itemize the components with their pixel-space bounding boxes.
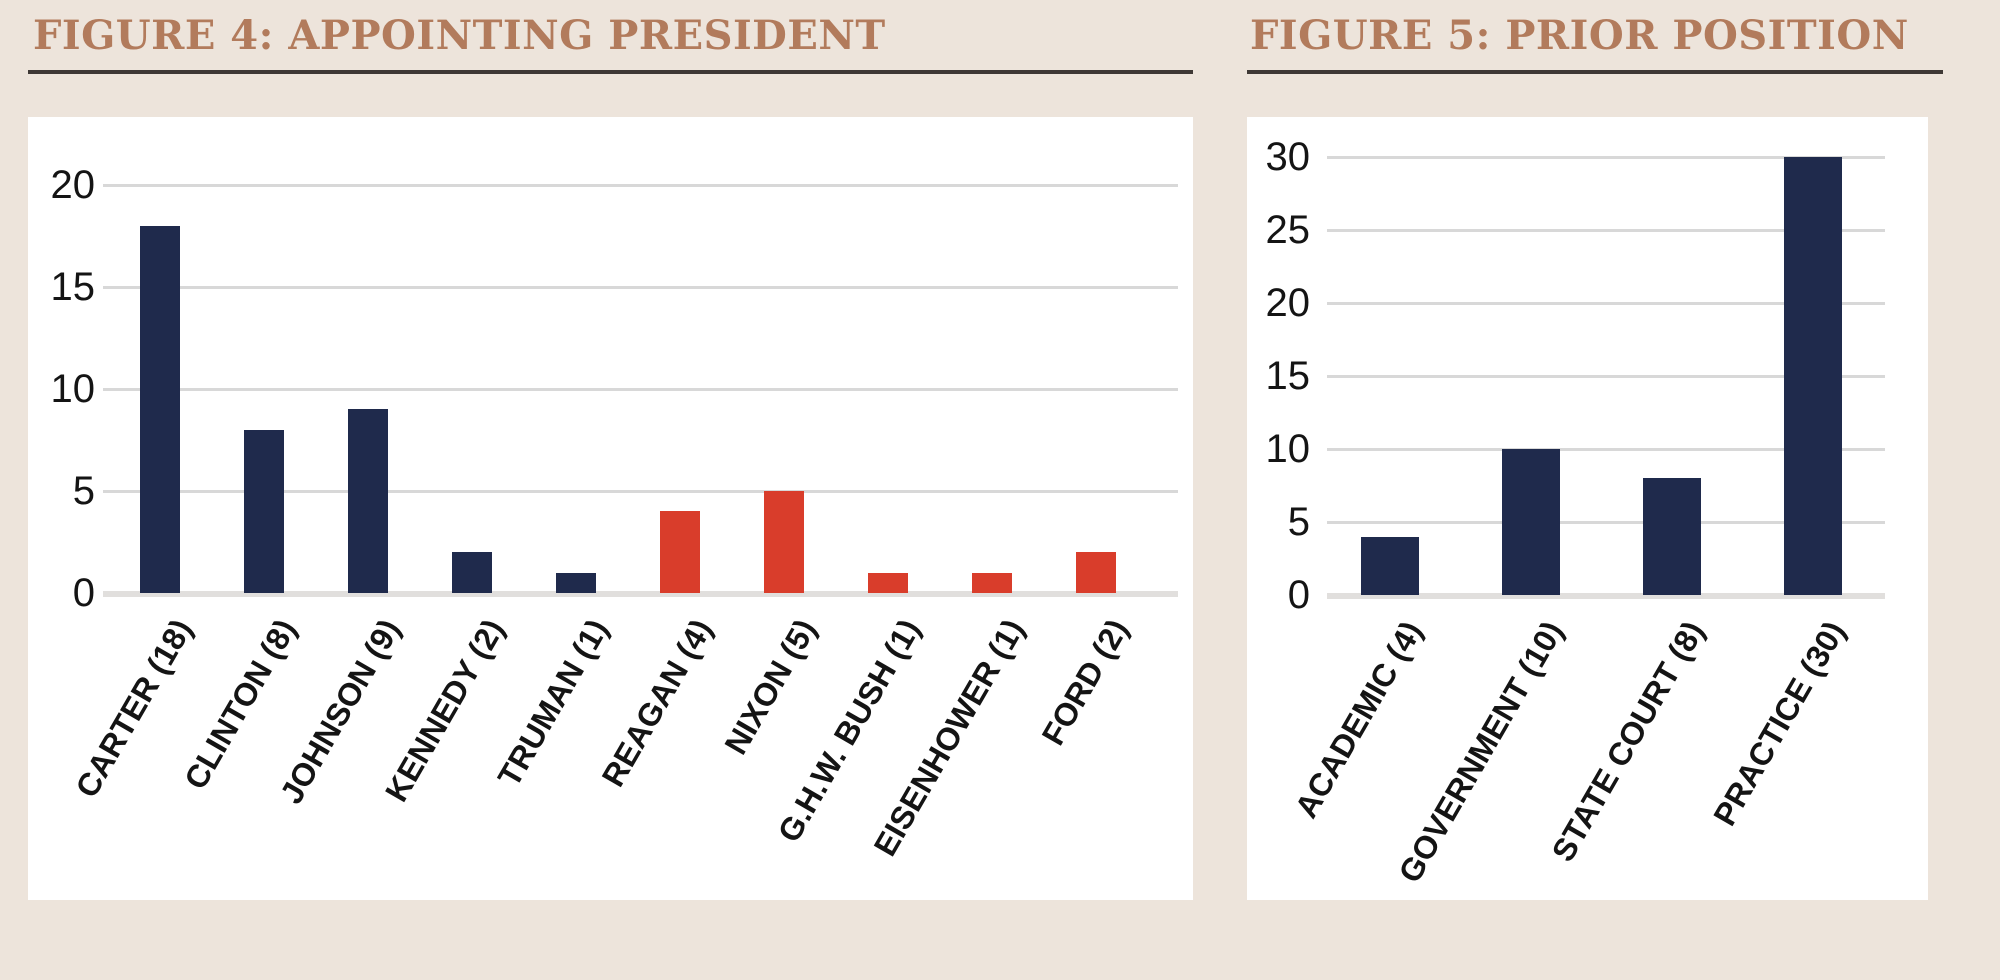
bar — [1643, 478, 1701, 595]
y-tick-label: 20 — [50, 163, 96, 207]
bar — [1502, 449, 1560, 595]
figure4-title: FIGURE 4: APPOINTING PRESIDENT — [33, 12, 886, 59]
bar — [556, 572, 596, 593]
x-axis-baseline — [103, 591, 1178, 597]
gridline — [103, 184, 1178, 187]
bar — [348, 409, 388, 593]
y-tick-label: 15 — [1265, 354, 1311, 398]
y-tick-label: 5 — [1287, 500, 1310, 544]
y-tick-label: 15 — [50, 265, 96, 309]
y-tick-label: 10 — [1265, 427, 1311, 471]
gridline — [1327, 448, 1885, 451]
figure5-title-underline — [1247, 70, 1943, 74]
figure5-title: FIGURE 5: PRIOR POSITION — [1250, 12, 1909, 59]
bar — [1361, 536, 1419, 595]
figure5-chart-panel: 0 5 10 15 20 25 30 ACADEMIC (4) GOVERNMENT (10) S… — [1247, 117, 1928, 900]
gridline — [1327, 229, 1885, 232]
bar — [868, 572, 908, 593]
y-tick-label: 25 — [1265, 208, 1311, 252]
figure4-chart-panel: 0 5 10 15 20 CARTER (18) CLINTON (8) JOHNSON (9… — [28, 117, 1193, 900]
y-tick-label: 0 — [1287, 573, 1310, 617]
bar — [972, 572, 1012, 593]
figure4-title-underline — [28, 70, 1193, 74]
y-tick-label: 20 — [1265, 281, 1311, 325]
bar — [764, 491, 804, 593]
gridline — [1327, 156, 1885, 159]
bar — [244, 429, 284, 593]
bar — [1076, 552, 1116, 593]
gridline — [1327, 302, 1885, 305]
y-tick-label: 0 — [72, 571, 95, 615]
bar — [140, 225, 180, 593]
y-tick-label: 10 — [50, 367, 96, 411]
bar — [452, 552, 492, 593]
bar — [660, 511, 700, 593]
gridline — [1327, 521, 1885, 524]
y-tick-label: 30 — [1265, 135, 1311, 179]
gridline — [103, 388, 1178, 391]
x-category-label: FORD (2) — [1034, 613, 1136, 752]
x-axis-baseline — [1327, 593, 1885, 599]
bar — [1784, 157, 1842, 595]
y-tick-label: 5 — [72, 469, 95, 513]
gridline — [103, 286, 1178, 289]
gridline — [103, 490, 1178, 493]
gridline — [1327, 375, 1885, 378]
